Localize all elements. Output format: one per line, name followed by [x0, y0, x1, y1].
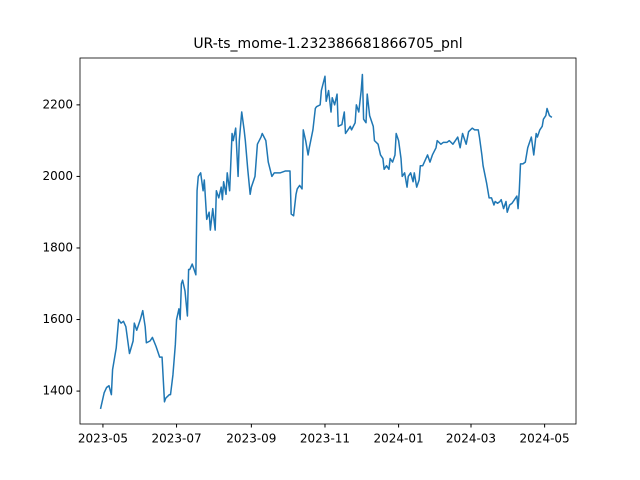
- x-tick-label: 2024-03: [446, 432, 496, 446]
- y-tick-label: 2000: [42, 169, 73, 183]
- x-tick-label: 2023-05: [78, 432, 128, 446]
- x-tick-label: 2023-07: [151, 432, 201, 446]
- line-series: [99, 73, 553, 410]
- y-tick-label: 2200: [42, 97, 73, 111]
- x-tick-label: 2024-05: [520, 432, 570, 446]
- x-tick-label: 2024-01: [374, 432, 424, 446]
- x-tick-label: 2023-09: [226, 432, 276, 446]
- y-tick-label: 1800: [42, 240, 73, 254]
- plot-frame: [79, 57, 577, 425]
- y-tick-label: 1400: [42, 384, 73, 398]
- chart-title: UR-ts_mome-1.232386681866705_pnl: [193, 36, 462, 52]
- x-tick-label: 2023-11: [300, 432, 350, 446]
- y-tick-label: 1600: [42, 312, 73, 326]
